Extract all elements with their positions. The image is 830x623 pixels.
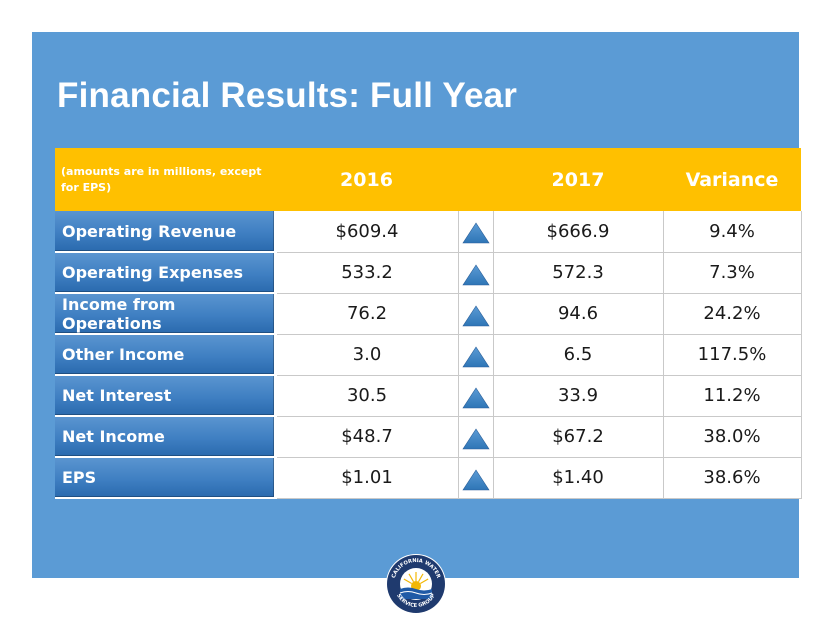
row-label: Other Income [55, 334, 277, 376]
table-row: Net Income $48.7 $67.2 38.0% [55, 416, 802, 458]
amounts-note: (amounts are in millions, except for EPS… [61, 164, 262, 194]
variance-value: 11.2% [663, 375, 802, 417]
row-label: Operating Expenses [55, 252, 277, 294]
value-2017: $67.2 [493, 416, 664, 458]
trend-cell [458, 293, 494, 335]
value-2016: $48.7 [275, 416, 459, 458]
column-header-trend [458, 148, 493, 211]
table-header-row: (amounts are in millions, except for EPS… [55, 148, 801, 211]
value-2016: 3.0 [275, 334, 459, 376]
trend-up-arrow-icon [461, 304, 490, 326]
trend-up-arrow-icon [461, 386, 490, 408]
value-2016: $609.4 [275, 211, 459, 253]
table-row: Income from Operations 76.2 94.6 24.2% [55, 293, 802, 335]
trend-up-arrow-icon [461, 222, 490, 244]
variance-value: 9.4% [663, 211, 802, 253]
trend-cell [458, 457, 494, 499]
table-body: Operating Revenue $609.4 $666.9 9.4% Operati… [55, 211, 802, 499]
variance-value: 38.0% [663, 416, 802, 458]
california-water-service-group-logo: CALIFORNIA WATER SERVICE GROUP [386, 554, 446, 614]
value-2017: 94.6 [493, 293, 664, 335]
financial-results-table: (amounts are in millions, except for EPS… [55, 148, 802, 499]
row-label: Net Interest [55, 375, 277, 417]
table-row: EPS $1.01 $1.40 38.6% [55, 457, 802, 499]
trend-cell [458, 211, 494, 253]
trend-up-arrow-icon [461, 263, 490, 285]
value-2017: 6.5 [493, 334, 664, 376]
table-row: Operating Expenses 533.2 572.3 7.3% [55, 252, 802, 294]
slide-title: Financial Results: Full Year [57, 76, 518, 115]
value-2017: 33.9 [493, 375, 664, 417]
value-2017: $666.9 [493, 211, 664, 253]
row-label: Net Income [55, 416, 277, 458]
variance-value: 38.6% [663, 457, 802, 499]
value-2016: 30.5 [275, 375, 459, 417]
trend-up-arrow-icon [461, 427, 490, 449]
value-2016: 533.2 [275, 252, 459, 294]
column-header-2016: 2016 [340, 168, 393, 191]
value-2017: $1.40 [493, 457, 664, 499]
trend-cell [458, 334, 494, 376]
trend-cell [458, 416, 494, 458]
row-label: EPS [55, 457, 277, 499]
column-header-2017: 2017 [551, 168, 605, 191]
row-label: Operating Revenue [55, 211, 277, 253]
variance-value: 117.5% [663, 334, 802, 376]
slide-background: Financial Results: Full Year (amounts ar… [32, 32, 802, 578]
value-2016: 76.2 [275, 293, 459, 335]
column-header-variance: Variance [685, 168, 779, 191]
variance-value: 7.3% [663, 252, 802, 294]
trend-up-arrow-icon [461, 345, 490, 367]
variance-value: 24.2% [663, 293, 802, 335]
value-2017: 572.3 [493, 252, 664, 294]
table-row: Other Income 3.0 6.5 117.5% [55, 334, 802, 376]
table-row: Operating Revenue $609.4 $666.9 9.4% [55, 211, 802, 253]
trend-cell [458, 375, 494, 417]
row-label: Income from Operations [55, 293, 277, 335]
table-row: Net Interest 30.5 33.9 11.2% [55, 375, 802, 417]
value-2016: $1.01 [275, 457, 459, 499]
trend-up-arrow-icon [461, 468, 490, 490]
trend-cell [458, 252, 494, 294]
